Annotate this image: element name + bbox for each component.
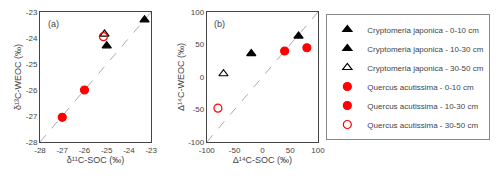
svg-text:-27: -27 [26,112,38,121]
svg-text:Quercus acutissima - 30-50 cm: Quercus acutissima - 30-50 cm [367,121,478,130]
svg-text:-26: -26 [79,146,91,155]
svg-text:-100: -100 [199,146,216,155]
svg-text:(a): (a) [48,19,59,29]
svg-text:Δ¹⁴C-SOC (‰): Δ¹⁴C-SOC (‰) [233,155,292,165]
svg-text:-24: -24 [26,34,38,43]
svg-text:-23: -23 [26,8,38,17]
svg-text:-100: -100 [188,138,205,147]
svg-text:Cryptomeria japonica - 30-50 c: Cryptomeria japonica - 30-50 cm [367,64,483,73]
svg-text:-28: -28 [34,146,46,155]
svg-text:(b): (b) [214,19,225,29]
svg-text:-25: -25 [26,60,38,69]
svg-text:-28: -28 [26,138,38,147]
svg-text:-26: -26 [26,86,38,95]
svg-text:δ¹¹C-SOC (‰): δ¹¹C-SOC (‰) [67,155,125,165]
svg-text:100: 100 [191,8,205,17]
svg-text:0: 0 [260,146,265,155]
svg-text:-50: -50 [229,146,241,155]
svg-text:Quercus acutissima - 0-10 cm: Quercus acutissima - 0-10 cm [367,83,474,92]
svg-text:-23: -23 [145,146,157,155]
svg-text:100: 100 [311,146,325,155]
svg-text:-27: -27 [56,146,68,155]
svg-text:Quercus acutissima - 10-30 cm: Quercus acutissima - 10-30 cm [367,102,478,111]
svg-text:Δ¹⁴C-WEOC (‰): Δ¹⁴C-WEOC (‰) [176,43,186,111]
svg-text:0: 0 [200,73,205,82]
svg-text:-25: -25 [101,146,113,155]
svg-text:Cryptomeria japonica - 0-10 cm: Cryptomeria japonica - 0-10 cm [367,26,479,35]
svg-text:Cryptomeria japonica - 10-30 c: Cryptomeria japonica - 10-30 cm [367,45,483,54]
svg-text:50: 50 [195,40,204,49]
svg-text:-24: -24 [123,146,135,155]
svg-text:-50: -50 [193,105,205,114]
svg-text:δ¹³C-WEOC (‰): δ¹³C-WEOC (‰) [13,44,23,110]
svg-text:50: 50 [286,146,295,155]
